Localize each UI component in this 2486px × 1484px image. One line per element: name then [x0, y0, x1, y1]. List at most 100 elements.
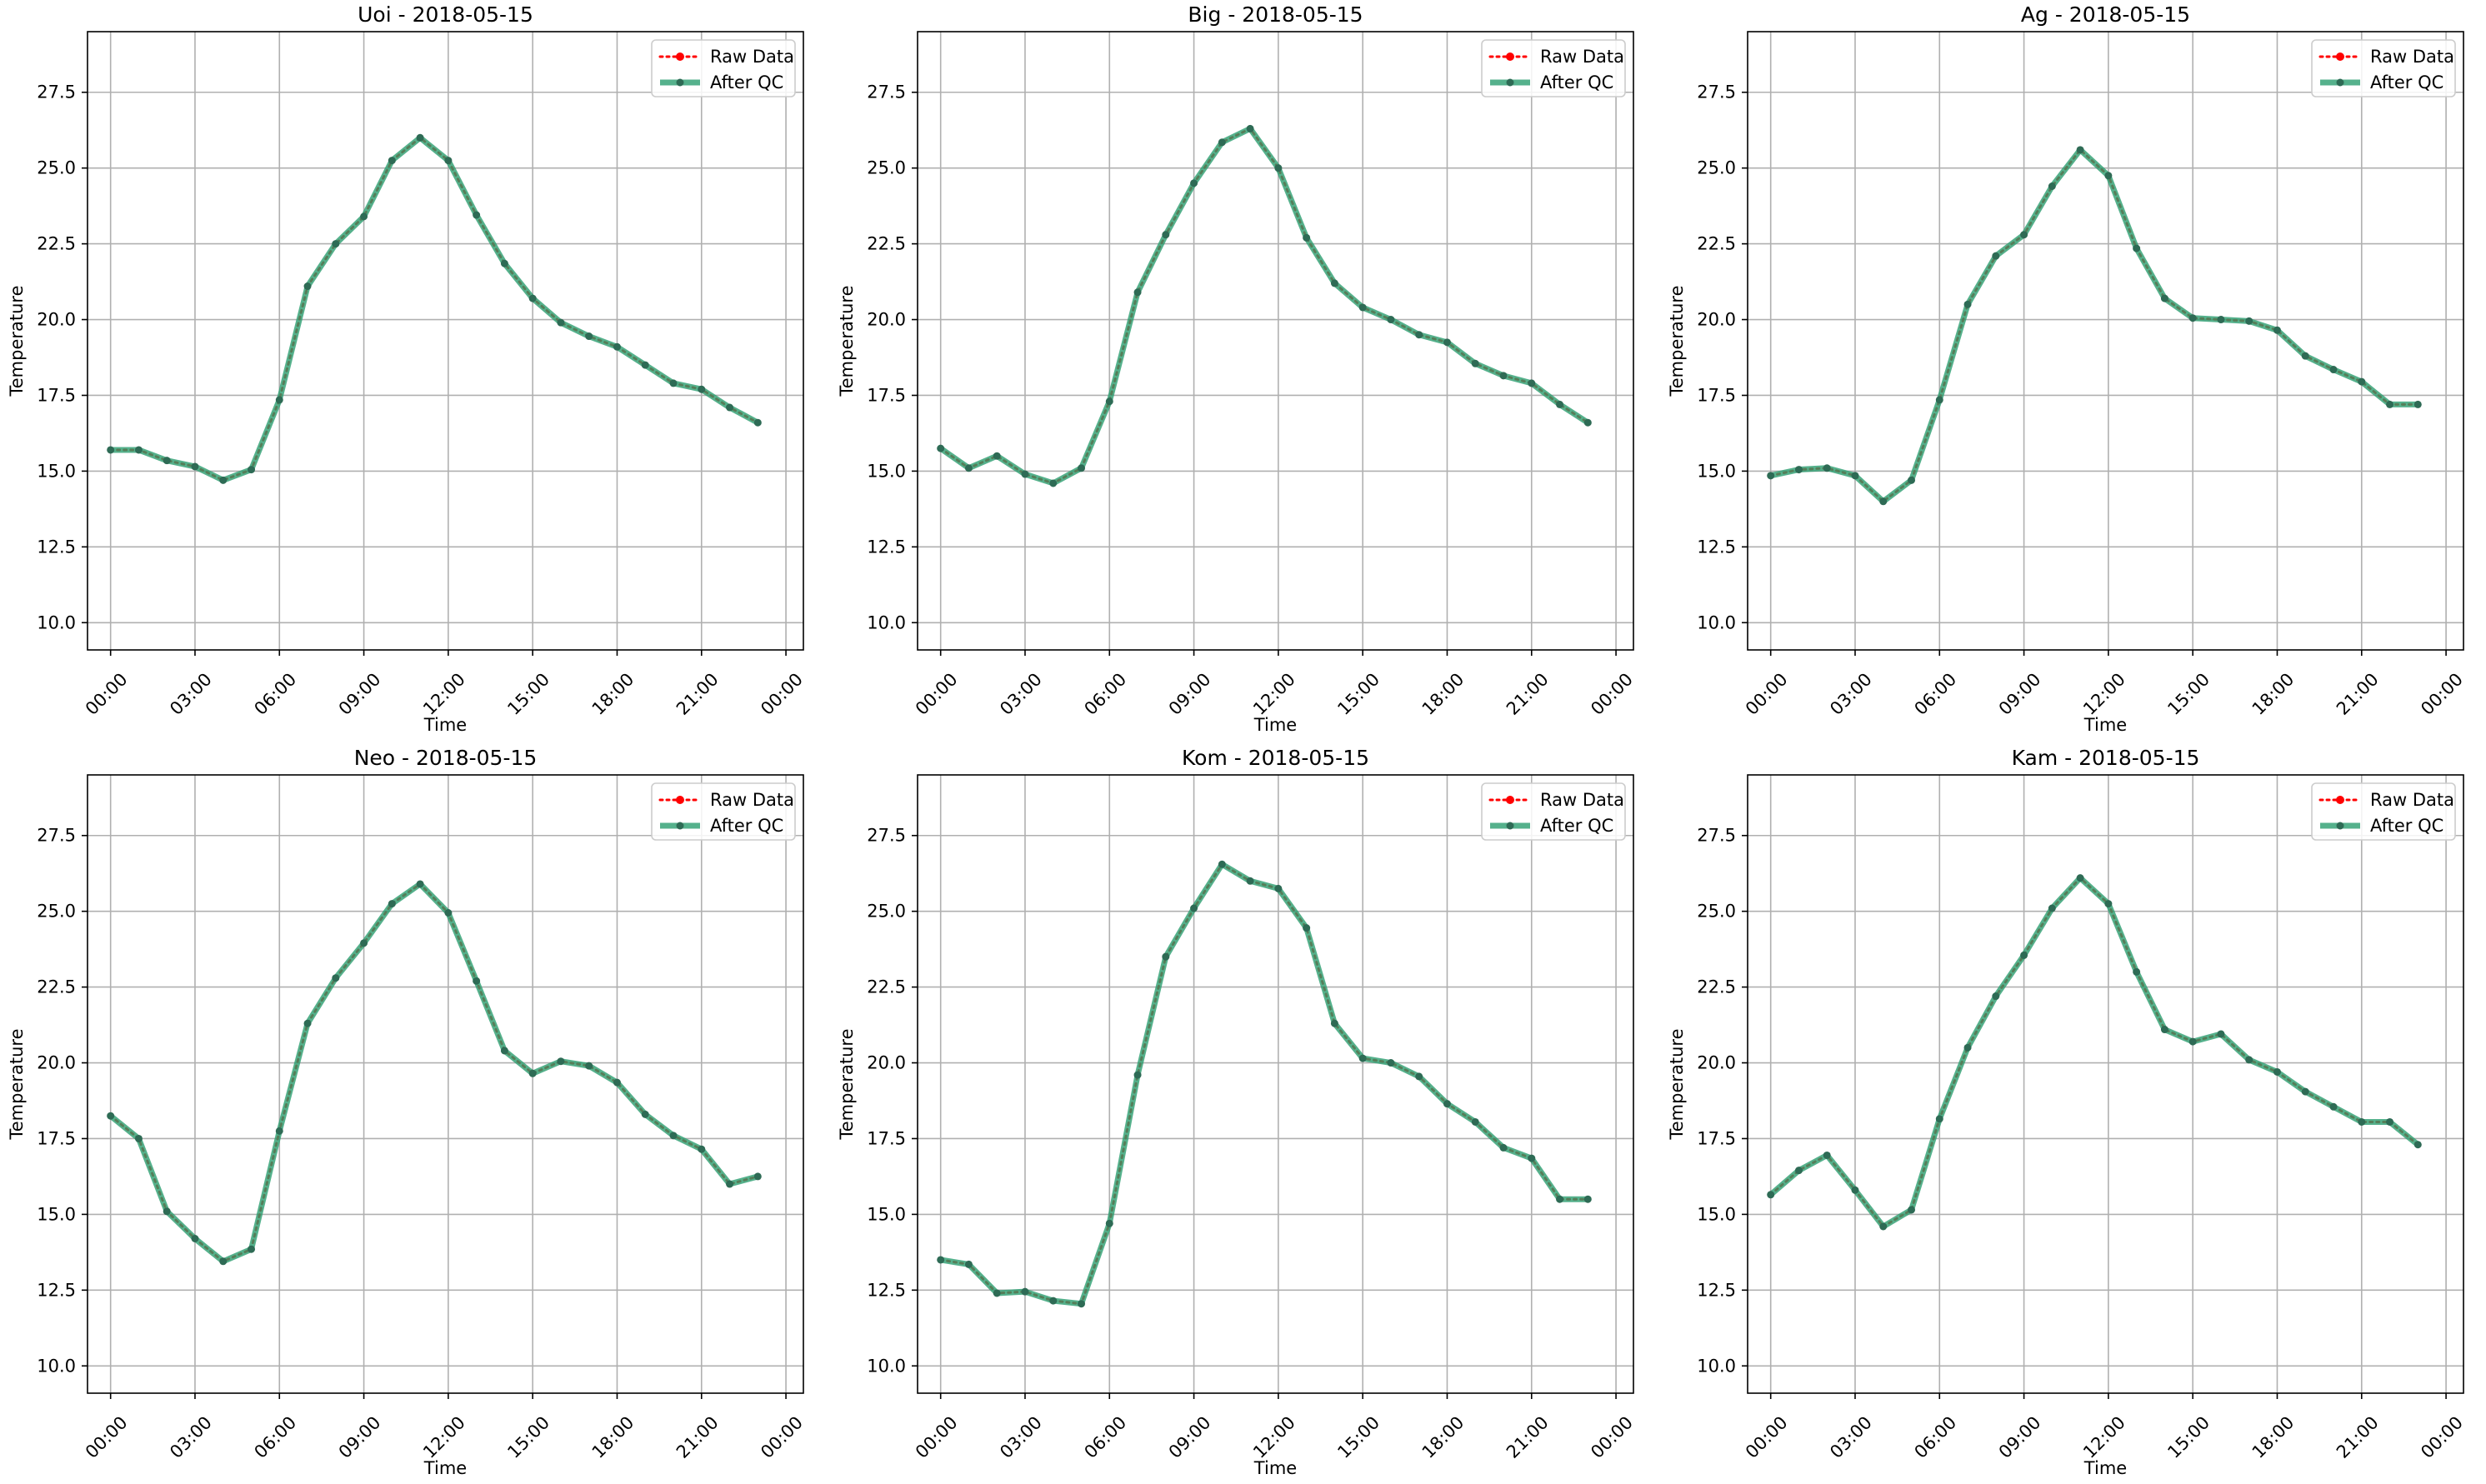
data-point — [1133, 288, 1142, 297]
chart-title: Neo - 2018-05-15 — [354, 746, 538, 770]
data-point — [528, 294, 537, 302]
data-point — [1387, 1059, 1395, 1067]
data-point — [1218, 860, 1226, 868]
data-point — [1528, 379, 1536, 387]
data-point — [473, 977, 481, 985]
data-point — [1823, 1151, 1831, 1159]
data-point — [416, 133, 424, 142]
x-tick-label: 21:00 — [2333, 1412, 2383, 1462]
x-tick-label: 09:00 — [1995, 1412, 2045, 1462]
data-point — [1330, 279, 1338, 287]
raw-data-line — [109, 136, 759, 482]
data-point — [1963, 300, 1972, 308]
y-tick-label: 15.0 — [1697, 461, 1736, 481]
y-axis-label: Temperature — [837, 1028, 857, 1140]
data-point — [585, 1062, 593, 1070]
raw-data-line — [1769, 147, 2419, 503]
y-axis-label: Temperature — [7, 285, 27, 397]
x-tick-label: 18:00 — [588, 669, 638, 719]
data-point — [2104, 172, 2113, 180]
chart-title: Ag - 2018-05-15 — [2021, 2, 2190, 27]
y-tick-label: 22.5 — [867, 977, 906, 997]
x-tick-label: 21:00 — [673, 669, 723, 719]
data-point — [275, 1127, 283, 1135]
x-tick-label: 18:00 — [2248, 1412, 2298, 1462]
plot-frame — [917, 774, 1634, 1394]
y-tick-label: 12.5 — [867, 1280, 906, 1300]
data-point — [2386, 400, 2394, 408]
y-tick-label: 22.5 — [37, 977, 76, 997]
data-point — [1992, 992, 2000, 1001]
x-tick-label: 00:00 — [82, 669, 132, 719]
x-axis-label: Time — [423, 715, 467, 735]
legend-qc-label: After QC — [710, 816, 783, 836]
data-point — [1274, 164, 1283, 172]
plot-frame — [87, 31, 804, 651]
data-point — [134, 446, 143, 454]
x-tick-label: 09:00 — [335, 669, 385, 719]
data-point — [2273, 1067, 2281, 1076]
y-tick-label: 20.0 — [867, 310, 906, 330]
legend-raw-marker — [1506, 52, 1514, 61]
data-point — [1190, 904, 1198, 912]
legend: Raw Data After QC — [1481, 39, 1626, 97]
data-point — [1767, 472, 1775, 480]
data-point — [1992, 252, 2000, 260]
data-point — [726, 403, 734, 412]
after-qc-line — [938, 125, 1590, 487]
data-point — [2133, 244, 2141, 252]
data-point — [1021, 470, 1029, 478]
x-tick-label: 12:00 — [1249, 1412, 1299, 1462]
data-point — [275, 396, 283, 404]
data-point — [1303, 924, 1311, 932]
data-point — [1823, 464, 1831, 472]
data-point — [753, 418, 762, 427]
data-point — [964, 1260, 973, 1268]
data-point — [1794, 1167, 1803, 1175]
y-tick-label: 22.5 — [1697, 234, 1736, 254]
plot-frame — [1747, 774, 2464, 1394]
data-point — [1133, 1071, 1142, 1079]
y-tick-label: 17.5 — [1697, 385, 1736, 405]
data-point — [1105, 397, 1113, 406]
y-tick-label: 27.5 — [867, 826, 906, 846]
legend-qc-label: After QC — [1540, 816, 1613, 836]
legend-qc-marker — [676, 78, 684, 87]
data-point — [1049, 1297, 1058, 1305]
after-qc-line — [1769, 147, 2418, 505]
data-point — [2048, 904, 2056, 912]
legend-raw-marker — [2336, 796, 2344, 804]
data-point — [1358, 1054, 1367, 1062]
raw-data-line — [939, 127, 1589, 485]
data-point — [1415, 331, 1423, 339]
y-tick-label: 12.5 — [867, 537, 906, 557]
x-tick-label: 12:00 — [1249, 669, 1299, 719]
data-point — [1443, 338, 1451, 347]
legend-raw-marker — [676, 796, 684, 804]
legend-raw-marker — [2336, 52, 2344, 61]
legend-raw-label: Raw Data — [1540, 790, 1624, 810]
data-point — [1583, 1195, 1592, 1203]
data-point — [557, 1057, 565, 1066]
y-tick-label: 15.0 — [867, 1204, 906, 1224]
legend-qc-marker — [1506, 822, 1514, 830]
data-point — [1963, 1043, 1972, 1052]
raw-data-line — [109, 882, 759, 1263]
legend-qc-marker — [2336, 78, 2344, 87]
x-tick-label: 18:00 — [1418, 1412, 1468, 1462]
x-tick-label: 00:00 — [1742, 1412, 1792, 1462]
data-point — [1499, 1143, 1508, 1152]
x-tick-label: 15:00 — [2163, 669, 2213, 719]
data-point — [2329, 366, 2338, 374]
x-axis-label: Time — [2083, 715, 2127, 735]
y-tick-label: 10.0 — [37, 612, 76, 632]
x-tick-label: 18:00 — [1418, 669, 1468, 719]
x-tick-label: 18:00 — [2248, 669, 2298, 719]
data-point — [937, 1256, 945, 1264]
data-point — [2413, 1141, 2422, 1149]
chart-panel: 00:00 03:00 06:00 09:00 12:00 15:00 18:00 21:00… — [837, 2, 1637, 735]
x-tick-label: 00:00 — [1587, 1412, 1637, 1462]
legend-qc-marker — [1506, 78, 1514, 87]
y-tick-label: 17.5 — [1697, 1128, 1736, 1148]
